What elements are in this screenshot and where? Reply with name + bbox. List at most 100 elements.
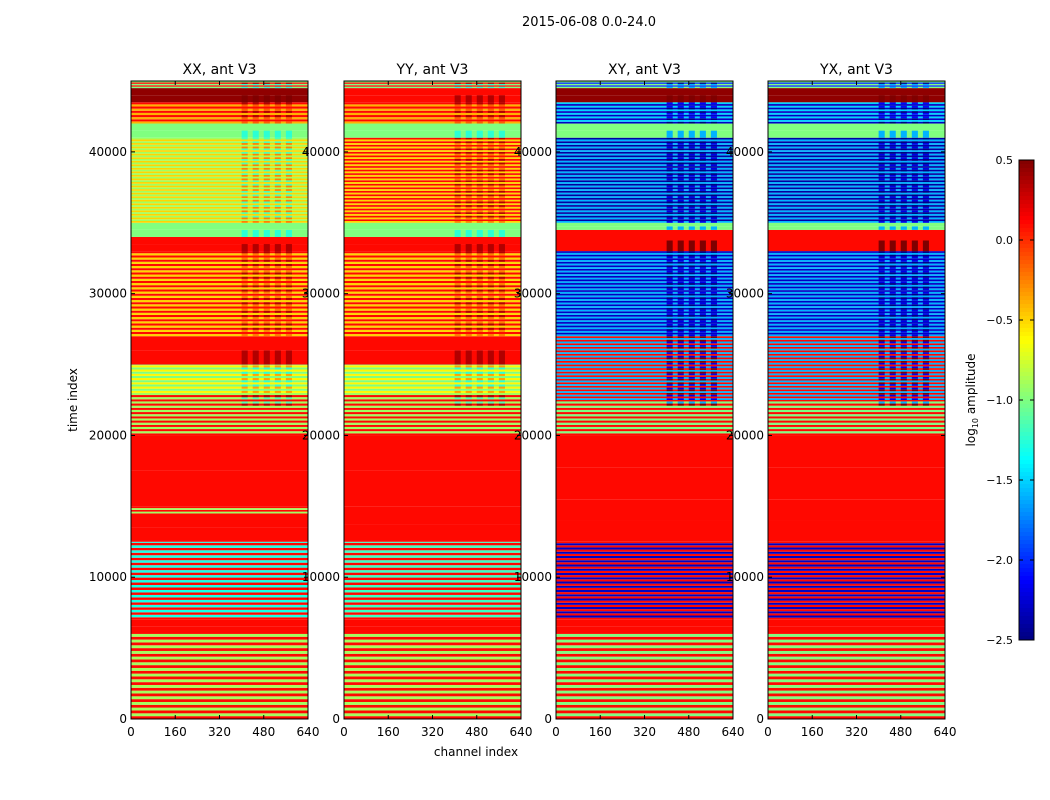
heatmap-rfi-cell bbox=[263, 367, 270, 370]
heatmap-rfi-cell bbox=[465, 367, 472, 370]
heatmap-row bbox=[768, 541, 945, 544]
heatmap-row bbox=[768, 387, 945, 390]
heatmap-rfi-cell bbox=[666, 314, 673, 317]
heatmap-rfi-cell bbox=[252, 371, 259, 374]
heatmap-row bbox=[131, 295, 308, 298]
y-tick-label: 30000 bbox=[302, 287, 340, 301]
heatmap-rfi-cell bbox=[252, 196, 259, 198]
heatmap-rfi-cell bbox=[699, 164, 706, 167]
heatmap-rfi-cell bbox=[699, 304, 706, 307]
heatmap-rfi-cell bbox=[710, 174, 717, 177]
heatmap-row bbox=[344, 582, 521, 586]
heatmap-rfi-cell bbox=[476, 380, 483, 383]
heatmap-row bbox=[556, 467, 733, 500]
heatmap-row bbox=[131, 185, 308, 188]
heatmap-row bbox=[344, 169, 521, 172]
heatmap-rfi-cell bbox=[688, 256, 695, 259]
heatmap-rfi-cell bbox=[274, 173, 281, 175]
heatmap-rfi-cell bbox=[465, 201, 472, 204]
heatmap-rfi-cell bbox=[498, 121, 505, 124]
colorbar-segment bbox=[1019, 416, 1034, 421]
heatmap-rfi-cell bbox=[241, 205, 248, 207]
heatmap-rfi-cell bbox=[889, 143, 896, 145]
heatmap-rfi-cell bbox=[666, 183, 673, 186]
heatmap-row bbox=[131, 143, 308, 145]
heatmap-row bbox=[556, 157, 733, 159]
heatmap-rfi-cell bbox=[889, 199, 896, 202]
heatmap-rfi-cell bbox=[677, 267, 684, 269]
heatmap-rfi-cell bbox=[699, 401, 706, 404]
heatmap-row bbox=[344, 552, 521, 556]
heatmap-rfi-cell bbox=[699, 183, 706, 186]
colorbar-segment bbox=[1019, 572, 1034, 577]
heatmap-rfi-cell bbox=[666, 302, 673, 305]
heatmap-row bbox=[556, 581, 733, 584]
heatmap-row bbox=[768, 192, 945, 195]
heatmap-rfi-cell bbox=[699, 169, 706, 172]
heatmap-rfi-cell bbox=[476, 137, 483, 140]
heatmap-rfi-cell bbox=[889, 210, 896, 213]
heatmap-rfi-cell bbox=[900, 293, 907, 296]
colorbar-tick-label: −1.5 bbox=[986, 474, 1013, 487]
heatmap-row bbox=[556, 293, 733, 296]
heatmap-rfi-cell bbox=[688, 291, 695, 294]
colorbar-segment bbox=[1019, 256, 1034, 261]
heatmap-row bbox=[131, 139, 308, 142]
heatmap-rfi-cell bbox=[710, 345, 717, 347]
heatmap-row bbox=[768, 293, 945, 296]
heatmap-row bbox=[768, 396, 945, 399]
heatmap-rfi-cell bbox=[241, 270, 248, 273]
heatmap-row bbox=[556, 267, 733, 269]
heatmap-rfi-cell bbox=[241, 115, 248, 118]
heatmap-rfi-cell bbox=[688, 189, 695, 191]
heatmap-rfi-cell bbox=[677, 361, 684, 363]
heatmap-rfi-cell bbox=[900, 304, 907, 307]
heatmap-rfi-cell bbox=[454, 367, 461, 370]
heatmap-rfi-cell bbox=[677, 275, 684, 278]
heatmap-rfi-cell bbox=[263, 304, 270, 307]
heatmap-rfi-cell bbox=[285, 297, 292, 301]
heatmap-rfi-cell bbox=[710, 334, 717, 337]
heatmap-rfi-cell bbox=[476, 115, 483, 118]
heatmap-rfi-cell bbox=[677, 105, 684, 108]
heatmap-row bbox=[131, 102, 308, 105]
heatmap-row bbox=[556, 429, 733, 432]
heatmap-rfi-cell bbox=[878, 352, 885, 354]
colorbar-segment bbox=[1019, 224, 1034, 229]
heatmap-row bbox=[556, 553, 733, 556]
heatmap-row bbox=[768, 155, 945, 158]
heatmap-row bbox=[768, 639, 945, 643]
heatmap-rfi-cell bbox=[710, 206, 717, 209]
heatmap-rfi-cell bbox=[922, 205, 929, 207]
heatmap-rfi-cell bbox=[487, 130, 494, 138]
heatmap-rfi-cell bbox=[666, 357, 673, 360]
heatmap-row bbox=[344, 95, 521, 103]
heatmap-rfi-cell bbox=[710, 226, 717, 230]
heatmap-rfi-cell bbox=[911, 357, 918, 360]
heatmap-rfi-cell bbox=[688, 212, 695, 214]
heatmap-rfi-cell bbox=[454, 302, 461, 305]
heatmap-rfi-cell bbox=[677, 116, 684, 119]
heatmap-row bbox=[556, 368, 733, 370]
heatmap-rfi-cell bbox=[710, 215, 717, 218]
heatmap-rfi-cell bbox=[252, 215, 259, 218]
heatmap-rfi-cell bbox=[710, 382, 717, 385]
heatmap-rfi-cell bbox=[454, 272, 461, 275]
heatmap-rfi-cell bbox=[465, 278, 472, 281]
heatmap-row bbox=[556, 208, 733, 211]
heatmap-rfi-cell bbox=[878, 401, 885, 404]
heatmap-rfi-cell bbox=[710, 318, 717, 321]
heatmap-rfi-cell bbox=[688, 157, 695, 159]
heatmap-rfi-cell bbox=[922, 387, 929, 390]
colorbar-segment bbox=[1019, 620, 1034, 625]
heatmap-row bbox=[556, 400, 733, 402]
heatmap-rfi-cell bbox=[666, 403, 673, 406]
heatmap-row bbox=[556, 203, 733, 206]
heatmap-rfi-cell bbox=[922, 201, 929, 204]
heatmap-row bbox=[131, 334, 308, 337]
heatmap-row bbox=[768, 369, 945, 372]
heatmap-row bbox=[344, 178, 521, 181]
heatmap-row bbox=[131, 373, 308, 376]
heatmap-row bbox=[768, 350, 945, 353]
heatmap-rfi-cell bbox=[465, 285, 472, 288]
